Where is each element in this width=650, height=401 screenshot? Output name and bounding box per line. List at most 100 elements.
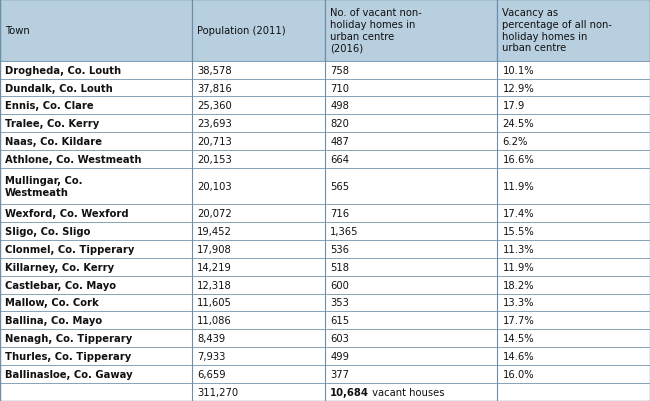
Text: Nenagh, Co. Tipperary: Nenagh, Co. Tipperary (5, 334, 133, 343)
Bar (497, 258, 650, 276)
Text: 7,933: 7,933 (197, 351, 226, 361)
Text: 498: 498 (330, 101, 349, 111)
Text: 16.6%: 16.6% (502, 155, 534, 165)
Bar (497, 151, 650, 169)
Text: vacant houses: vacant houses (369, 387, 445, 397)
Text: 603: 603 (330, 334, 349, 343)
Text: 536: 536 (330, 244, 349, 254)
Bar (192, 330, 325, 347)
Bar (192, 205, 325, 222)
Text: Tralee, Co. Kerry: Tralee, Co. Kerry (5, 119, 99, 129)
Text: 820: 820 (330, 119, 349, 129)
Bar (497, 294, 650, 312)
Text: 23,693: 23,693 (197, 119, 231, 129)
Text: 14,219: 14,219 (197, 262, 232, 272)
Bar (497, 365, 650, 383)
Text: 11.3%: 11.3% (502, 244, 534, 254)
Bar (497, 133, 650, 151)
Text: 10.1%: 10.1% (502, 65, 534, 75)
Bar (0, 294, 192, 312)
Bar (0, 330, 192, 347)
Bar (192, 97, 325, 115)
Text: 14.6%: 14.6% (502, 351, 534, 361)
Text: 12.9%: 12.9% (502, 83, 534, 93)
Text: 16.0%: 16.0% (502, 369, 534, 379)
Bar (0, 205, 192, 222)
Bar (0, 258, 192, 276)
Text: Sligo, Co. Sligo: Sligo, Co. Sligo (5, 226, 90, 236)
Text: Athlone, Co. Westmeath: Athlone, Co. Westmeath (5, 155, 142, 165)
Bar (325, 222, 497, 240)
Text: 499: 499 (330, 351, 349, 361)
Bar (497, 222, 650, 240)
Text: 353: 353 (330, 298, 349, 308)
Bar (325, 347, 497, 365)
Bar (0, 312, 192, 330)
Bar (0, 151, 192, 169)
Text: 13.3%: 13.3% (502, 298, 534, 308)
Text: 20,072: 20,072 (197, 209, 231, 219)
Text: 37,816: 37,816 (197, 83, 231, 93)
Bar (497, 61, 650, 79)
Bar (497, 205, 650, 222)
Bar (497, 0, 650, 61)
Bar (0, 347, 192, 365)
Bar (497, 79, 650, 97)
Bar (325, 312, 497, 330)
Text: 20,153: 20,153 (197, 155, 231, 165)
Bar (325, 79, 497, 97)
Text: Vacancy as
percentage of all non-
holiday homes in
urban centre: Vacancy as percentage of all non- holida… (502, 8, 612, 53)
Bar (325, 0, 497, 61)
Bar (325, 330, 497, 347)
Bar (497, 240, 650, 258)
Bar (192, 133, 325, 151)
Text: 24.5%: 24.5% (502, 119, 534, 129)
Bar (0, 365, 192, 383)
Text: Ballina, Co. Mayo: Ballina, Co. Mayo (5, 316, 102, 326)
Bar (497, 312, 650, 330)
Text: Clonmel, Co. Tipperary: Clonmel, Co. Tipperary (5, 244, 135, 254)
Bar (192, 276, 325, 294)
Text: Wexford, Co. Wexford: Wexford, Co. Wexford (5, 209, 129, 219)
Text: 487: 487 (330, 137, 349, 147)
Bar (192, 151, 325, 169)
Text: 377: 377 (330, 369, 349, 379)
Text: Ballinasloe, Co. Gaway: Ballinasloe, Co. Gaway (5, 369, 133, 379)
Text: Mullingar, Co.
Westmeath: Mullingar, Co. Westmeath (5, 176, 83, 197)
Text: 716: 716 (330, 209, 349, 219)
Text: 10,684: 10,684 (330, 387, 369, 397)
Bar (497, 169, 650, 205)
Bar (497, 276, 650, 294)
Bar (192, 222, 325, 240)
Bar (192, 79, 325, 97)
Bar (0, 240, 192, 258)
Bar (325, 276, 497, 294)
Text: 25,360: 25,360 (197, 101, 231, 111)
Bar (0, 0, 192, 61)
Bar (0, 276, 192, 294)
Bar (325, 383, 497, 401)
Bar (497, 97, 650, 115)
Bar (0, 133, 192, 151)
Bar (497, 347, 650, 365)
Text: 615: 615 (330, 316, 349, 326)
Bar (497, 383, 650, 401)
Bar (192, 347, 325, 365)
Text: 20,713: 20,713 (197, 137, 231, 147)
Text: 311,270: 311,270 (197, 387, 238, 397)
Text: Dundalk, Co. Louth: Dundalk, Co. Louth (5, 83, 113, 93)
Text: 38,578: 38,578 (197, 65, 231, 75)
Bar (325, 205, 497, 222)
Text: Castlebar, Co. Mayo: Castlebar, Co. Mayo (5, 280, 116, 290)
Bar (0, 97, 192, 115)
Bar (192, 365, 325, 383)
Text: 6.2%: 6.2% (502, 137, 528, 147)
Text: 11.9%: 11.9% (502, 262, 534, 272)
Text: Population (2011): Population (2011) (197, 26, 285, 36)
Text: 758: 758 (330, 65, 349, 75)
Text: 20,103: 20,103 (197, 182, 231, 192)
Text: 8,439: 8,439 (197, 334, 225, 343)
Text: Naas, Co. Kildare: Naas, Co. Kildare (5, 137, 102, 147)
Text: 565: 565 (330, 182, 349, 192)
Text: 11,605: 11,605 (197, 298, 232, 308)
